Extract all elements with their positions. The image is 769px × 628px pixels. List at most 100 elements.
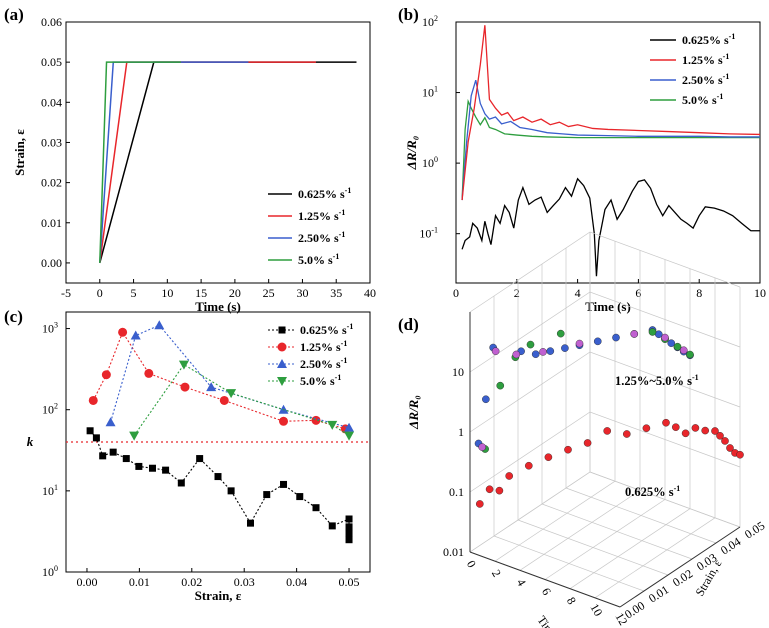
panel-c-point-s0-18 xyxy=(346,515,353,522)
panel-b-legend-label-3-base: 5.0% s xyxy=(682,93,717,107)
panel-d-annotation-low-base: 0.625% s xyxy=(625,485,674,499)
panel-d-wall-grid xyxy=(470,412,740,492)
panel-c-point-s2-3 xyxy=(206,382,216,391)
panel-d-ytick-label: 0.1 xyxy=(449,485,464,499)
panel-a-xtick-label: 35 xyxy=(330,286,342,300)
panel-b-legend-label-2-base: 2.50% s xyxy=(682,73,723,87)
panel-d-annotation-low-sup: -1 xyxy=(674,484,681,493)
panel-d-time-tick: 0 xyxy=(464,558,479,570)
panel-a-legend-label-2: 2.50% s-1 xyxy=(298,230,345,245)
panel-d-point-s2-11 xyxy=(686,351,693,358)
panel-c-ytick-base: 10 xyxy=(42,403,54,417)
panel-b-ytick-exp: 1 xyxy=(434,85,438,94)
panel-b-series-line-3 xyxy=(462,101,760,200)
panel-d-point-s2-8 xyxy=(649,328,656,335)
panel-c-xtick-label: 0.03 xyxy=(234,575,255,589)
panel-c-point-s0-21 xyxy=(346,536,353,543)
panel-a-ytick-label: 0.04 xyxy=(41,95,62,109)
panel-a-legend-label-0: 0.625% s-1 xyxy=(298,186,351,201)
panel-b-legend-label-1-sup: -1 xyxy=(723,52,730,61)
panel-c-point-s2-2 xyxy=(154,320,164,329)
panel-a-xtick-label: 25 xyxy=(263,286,275,300)
panel-d-point-s1-8 xyxy=(561,345,568,352)
panel-c-legend-label-2: 2.50% s-1 xyxy=(300,356,347,371)
panel-a-xtick-label: 0 xyxy=(97,286,103,300)
panel-b-xtick-label: 6 xyxy=(635,286,641,300)
panel-b-ytick-label: 100 xyxy=(422,155,438,170)
panel-d-ytick-label: 1 xyxy=(458,425,464,439)
panel-d-ytick-label: 0.01 xyxy=(443,545,464,559)
panel-d-point-s3-3 xyxy=(539,348,546,355)
panel-b-ylabel: ΔR/R₀ xyxy=(404,136,419,171)
panel-d-floor-grid xyxy=(542,504,692,559)
panel-d-point-s2-10 xyxy=(674,343,681,350)
panel-d-point-s0-9 xyxy=(623,430,630,437)
panel-d-point-s0-15 xyxy=(702,427,709,434)
panel-d-strain-tick: 0.01 xyxy=(646,582,671,605)
panel-d-point-s0-5 xyxy=(545,454,552,461)
panel-d-time-tick: 10 xyxy=(587,601,605,618)
panel-b-legend-label-2-sup: -1 xyxy=(723,72,730,81)
panel-a-legend-label-1-sup: -1 xyxy=(339,208,346,217)
panel-d-time-tick: 2 xyxy=(489,567,504,579)
panel-c-point-s1-6 xyxy=(279,417,288,426)
panel-d-point-s0-18 xyxy=(721,437,728,444)
panel-d-annotation-high: 1.25%~5.0% s-1 xyxy=(615,373,699,388)
panel-d-point-s0-3 xyxy=(506,472,513,479)
panel-d-annotation-low: 0.625% s-1 xyxy=(625,484,680,499)
panel-a-ylabel: Strain, ε xyxy=(12,129,27,176)
panel-d-strain-tick: 0.05 xyxy=(742,518,767,541)
panel-label-d: (d) xyxy=(398,315,419,334)
panel-b-legend-label-0: 0.625% s-1 xyxy=(682,32,735,47)
panel-d-annotation-high-base: 1.25%~5.0% s xyxy=(615,374,692,388)
panel-d-point-s3-7 xyxy=(680,347,687,354)
panel-a-legend-label-3-base: 5.0% s xyxy=(298,253,333,267)
panel-a-ytick-label: 0.01 xyxy=(41,216,62,230)
panel-d-point-s0-11 xyxy=(662,419,669,426)
panel-a-legend-label-2-base: 2.50% s xyxy=(298,231,339,245)
panel-c-point-s0-8 xyxy=(178,479,185,486)
panel-d-point-s0-4 xyxy=(525,462,532,469)
panel-c-xtick-label: 0.05 xyxy=(339,575,360,589)
panel-d-point-s0-13 xyxy=(682,430,689,437)
panel-c-legend-label-0-base: 0.625% s xyxy=(300,323,347,337)
panel-c-ytick-label: 100 xyxy=(42,564,58,579)
panel-c-legend-label-2-base: 2.50% s xyxy=(300,357,341,371)
panel-c-point-s0-16 xyxy=(313,504,320,511)
panel-d-point-s3-1 xyxy=(492,348,499,355)
panel-d-ylabel: ΔR/R₀ xyxy=(406,395,421,430)
panel-d-point-s0-21 xyxy=(736,451,743,458)
panel-a-legend-label-0-base: 0.625% s xyxy=(298,187,345,201)
panel-b-legend-label-1-base: 1.25% s xyxy=(682,53,723,67)
panel-c-point-s0-12 xyxy=(247,520,254,527)
panel-a-xtick-label: 40 xyxy=(364,286,376,300)
panel-c-point-s0-6 xyxy=(149,465,156,472)
panel-c-point-s1-0 xyxy=(89,396,98,405)
panel-c-point-s0-13 xyxy=(263,491,270,498)
panel-c-xtick-label: 0.04 xyxy=(286,575,307,589)
panel-a-xtick-label: 15 xyxy=(195,286,207,300)
panel-a-legend-label-3-sup: -1 xyxy=(333,252,340,261)
panel-c-ytick-label: 102 xyxy=(42,402,58,417)
panel-c-legend-label-1-sup: -1 xyxy=(341,339,348,348)
panel-c-legend-label-3-base: 5.0% s xyxy=(300,374,335,388)
panel-label-c: (c) xyxy=(4,307,23,326)
panel-c-point-s0-11 xyxy=(228,487,235,494)
panel-a-strain-vs-time: -505101520253035400.000.010.020.030.040.… xyxy=(12,15,376,314)
panel-b-series-line-1 xyxy=(462,25,760,200)
panel-b-xtick-label: 10 xyxy=(754,286,766,300)
panel-c-ytick-exp: 1 xyxy=(54,483,58,492)
panel-b-ytick-exp: 0 xyxy=(434,155,438,164)
panel-b-xtick-label: 4 xyxy=(575,286,581,300)
panel-c-point-s2-0 xyxy=(106,417,116,426)
panel-a-ytick-label: 0.03 xyxy=(41,135,62,149)
panel-a-ytick-label: 0.00 xyxy=(41,256,62,270)
panel-d-point-s0-2 xyxy=(496,487,503,494)
panel-c-point-s3-3 xyxy=(327,421,337,430)
panel-d-time-tick: 4 xyxy=(514,576,529,588)
panel-d-3d-scatter: 0.010.11100246810120.000.010.020.030.040… xyxy=(406,232,767,628)
panel-a-legend-label-1: 1.25% s-1 xyxy=(298,208,345,223)
panel-c-ytick-exp: 2 xyxy=(54,402,58,411)
panel-c-ytick-exp: 3 xyxy=(54,321,58,330)
panel-d-point-s3-5 xyxy=(631,330,638,337)
